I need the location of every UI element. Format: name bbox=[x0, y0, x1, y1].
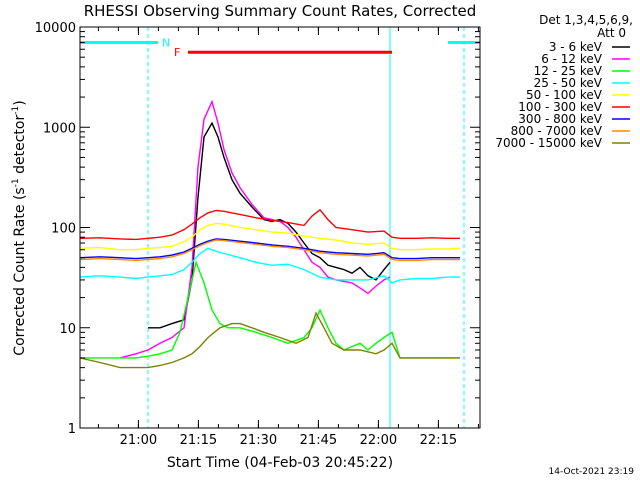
x-tick-label-5: 22:15 bbox=[420, 433, 457, 448]
y-axis: 1 10 100 1000 10000 bbox=[35, 21, 480, 437]
legend-label-0: 3 - 6 keV bbox=[549, 40, 603, 54]
y-axis-label: Corrected Count Rate (s-1 detector-1) bbox=[11, 100, 28, 355]
generated-timestamp: 14-Oct-2021 23:19 bbox=[549, 467, 635, 477]
legend-header-line1: Det 1,3,4,5,6,9, bbox=[539, 13, 633, 27]
series-line-4 bbox=[79, 222, 461, 251]
y-axis-label-part2: detector bbox=[12, 115, 28, 179]
x-tick-label-3: 21:45 bbox=[300, 433, 337, 448]
x-tick-label-0: 21:00 bbox=[120, 433, 157, 448]
flag-f-label: F bbox=[174, 46, 180, 59]
plot-area: NF bbox=[79, 27, 480, 428]
legend-label-2: 12 - 25 keV bbox=[534, 64, 603, 78]
series-line-3 bbox=[79, 247, 460, 284]
legend-label-1: 6 - 12 keV bbox=[541, 52, 603, 66]
y-tick-label-2: 100 bbox=[51, 222, 76, 237]
series-line-7 bbox=[79, 239, 460, 262]
series-line-2 bbox=[80, 259, 460, 359]
x-tick-label-4: 22:00 bbox=[360, 433, 397, 448]
legend-label-4: 50 - 100 keV bbox=[526, 88, 603, 102]
chart-title: RHESSI Observing Summary Count Rates, Co… bbox=[84, 2, 477, 20]
legend-label-7: 800 - 7000 keV bbox=[511, 124, 603, 138]
y-axis-label-part1: Corrected Count Rate (s bbox=[12, 187, 28, 355]
y-tick-label-3: 1000 bbox=[43, 121, 76, 136]
series-line-8 bbox=[79, 311, 460, 369]
legend-label-6: 300 - 800 keV bbox=[518, 112, 602, 126]
x-tick-label-1: 21:15 bbox=[180, 433, 217, 448]
x-tick-label-2: 21:30 bbox=[240, 433, 277, 448]
legend-label-8: 7000 - 15000 keV bbox=[495, 136, 602, 150]
series-line-6 bbox=[79, 238, 460, 260]
y-axis-label-part3: ) bbox=[12, 100, 28, 105]
x-axis-label: Start Time (04-Feb-03 20:45:22) bbox=[167, 455, 393, 471]
series-line-5 bbox=[79, 208, 460, 241]
flag-n-label: N bbox=[162, 37, 170, 50]
y-tick-label-0: 1 bbox=[68, 422, 76, 437]
y-axis-label-sup1: -1 bbox=[11, 178, 21, 187]
x-axis: 21:00 21:15 21:30 21:45 22:00 22:15 bbox=[97, 27, 479, 448]
legend-header-line2: Att 0 bbox=[597, 26, 626, 40]
legend-label-3: 25 - 50 keV bbox=[534, 76, 603, 90]
y-tick-label-4: 10000 bbox=[35, 21, 76, 36]
y-axis-label-sup2: -1 bbox=[11, 106, 21, 115]
legend-label-5: 100 - 300 keV bbox=[518, 100, 602, 114]
y-tick-label-1: 10 bbox=[59, 322, 76, 337]
series-line-1 bbox=[119, 99, 391, 359]
